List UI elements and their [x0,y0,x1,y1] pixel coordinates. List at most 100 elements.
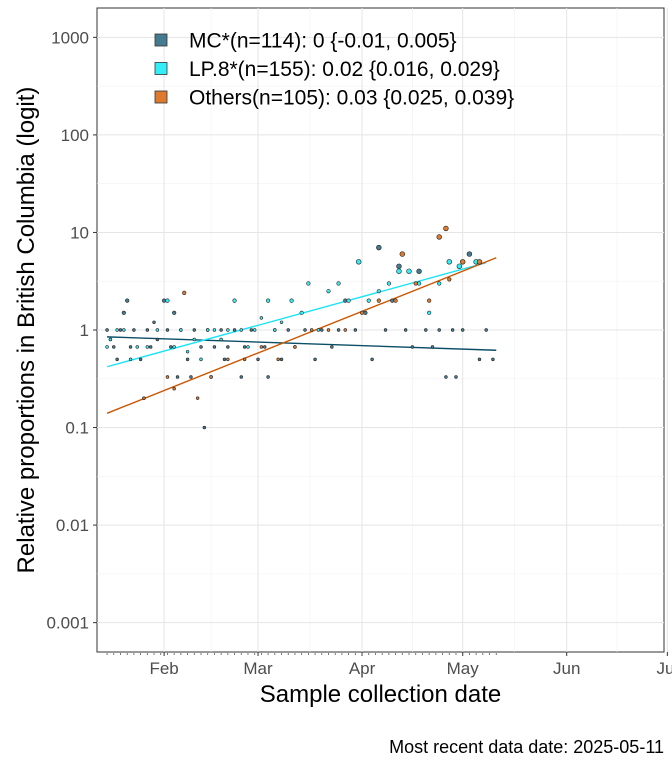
data-point [239,375,243,379]
data-point [477,357,482,362]
data-point [450,328,455,332]
y-tick-label: 1 [80,321,89,340]
data-point [279,357,284,362]
data-point [189,375,193,379]
data-point [232,298,237,303]
data-point [343,328,347,332]
data-point [206,328,210,332]
legend: MC*(n=114): 0 {-0.01, 0.005} LP.8*(n=155)… [154,30,514,110]
data-point [199,345,203,349]
data-point [459,259,466,265]
data-point [226,357,230,362]
data-point [320,328,324,332]
data-point [172,310,177,315]
data-point [135,345,139,349]
data-point [359,310,365,315]
data-point [376,298,381,303]
data-point [128,357,133,362]
legend-label: Others(n=105): 0.03 {0.025, 0.039} [189,87,514,110]
data-point [336,281,341,286]
y-axis-title: Relative proportions in British Columbia… [13,87,40,574]
data-point [316,328,321,332]
data-point [393,298,398,303]
data-point [165,298,170,303]
data-point [112,345,116,349]
data-point [396,268,402,274]
legend-key [154,62,168,75]
data-points [105,225,495,430]
data-point [121,310,126,315]
data-point [142,396,146,400]
data-point [286,328,290,332]
data-point [427,298,432,303]
data-point [437,328,441,332]
x-tick-label: Apr [349,659,376,678]
data-point [122,328,126,332]
data-point [128,345,133,349]
data-point [115,328,119,332]
data-point [199,357,203,362]
data-point [249,328,254,332]
data-point [209,375,213,379]
data-point [437,281,442,286]
data-point [303,328,307,332]
legend-key [154,90,168,104]
data-point [242,345,247,349]
data-point [226,328,230,332]
data-point [476,259,483,265]
data-point [416,268,422,274]
fit-line [106,261,487,368]
data-point [444,375,448,379]
x-tick-label: Feb [149,659,178,678]
data-point [175,375,180,379]
data-point [383,328,388,332]
y-axis: 0.001 0.01 0.1 1 10 100 1000 [46,28,97,633]
data-point [447,277,452,282]
x-tick-label: Jul [656,659,672,678]
data-point [195,396,200,400]
data-point [263,345,267,349]
data-point [406,268,412,274]
data-point [346,298,351,303]
data-point [289,298,294,303]
recent-data-caption: Most recent data date: 2025-05-11 [389,737,664,757]
y-tick-label: 0.001 [46,614,89,633]
x-axis: Feb Mar Apr May Jun Jul [106,652,672,678]
data-point [212,345,217,349]
data-point [466,251,473,257]
data-point [172,387,176,391]
data-point [202,425,207,430]
data-point [246,345,250,349]
legend-label: MC*(n=114): 0 {-0.01, 0.005} [189,30,457,53]
data-point [293,345,297,349]
data-point [105,345,109,349]
data-point [115,357,119,362]
data-point [155,337,160,342]
data-point [456,263,463,269]
data-point [299,310,304,315]
x-tick-label: May [447,659,480,678]
data-point [185,349,190,354]
legend-label: LP.8*(n=155): 0.02 {0.016, 0.029} [189,58,500,81]
data-point [273,328,277,332]
data-point [454,375,458,379]
data-point [446,259,452,265]
x-tick-label: Jun [553,659,580,678]
data-point [256,357,260,362]
data-point [132,328,136,332]
data-point [484,328,488,332]
x-tick-label: Mar [243,659,273,678]
data-point [396,263,402,269]
data-point [179,328,183,332]
data-point [370,357,374,362]
data-point [182,290,187,296]
data-point [376,289,381,294]
data-point [108,337,113,342]
y-tick-label: 0.1 [65,419,89,438]
data-point [155,328,160,332]
legend-key [154,33,168,47]
data-point [353,328,358,332]
x-axis-title: Sample collection date [260,681,501,708]
data-point [259,345,264,349]
